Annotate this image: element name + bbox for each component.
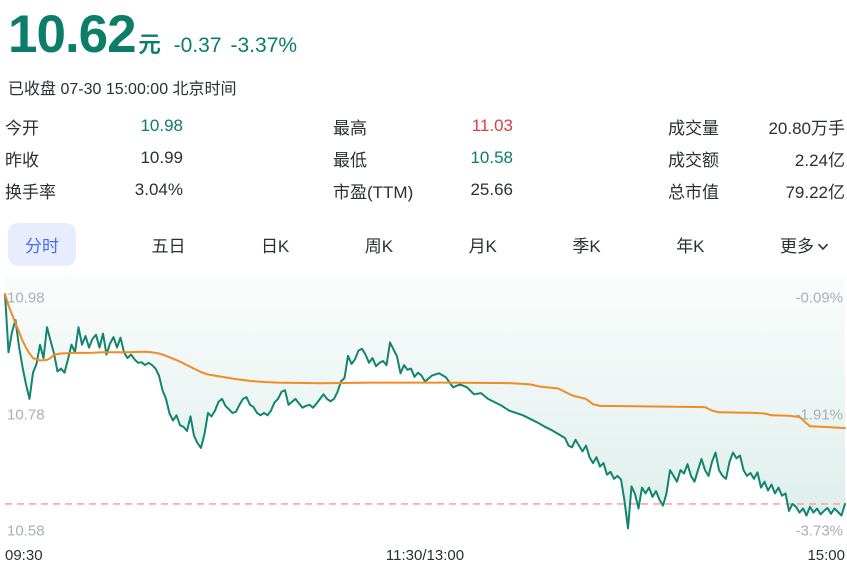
y-axis-percent-label: -1.91% bbox=[795, 406, 843, 424]
stat-row-open: 今开 10.98 bbox=[5, 110, 183, 142]
x-axis-time-label: 15:00 bbox=[807, 547, 845, 564]
stat-value: 10.99 bbox=[140, 148, 183, 167]
x-axis-time-label: 11:30/13:00 bbox=[385, 547, 465, 564]
stat-row-low: 最低 10.58 bbox=[333, 142, 513, 174]
stat-row-amount: 成交额 2.24亿 bbox=[668, 142, 845, 174]
y-axis-price-label: 10.78 bbox=[7, 406, 45, 424]
last-price: 10.62 bbox=[8, 5, 137, 64]
stat-value: 20.80万手 bbox=[768, 118, 845, 138]
stat-label: 最高 bbox=[333, 118, 367, 138]
stat-label: 最低 bbox=[333, 150, 367, 170]
stats-grid: 今开 10.98 昨收 10.99 换手率 3.04% 最高 11.03 最低 … bbox=[0, 110, 847, 206]
tab-five-day[interactable]: 五日 bbox=[151, 236, 186, 256]
avg-price-line bbox=[4, 293, 846, 430]
stat-label: 成交量 bbox=[668, 118, 719, 138]
price-change-percent: -3.37% bbox=[230, 34, 298, 57]
quote-header: 10.62 元 -0.37 -3.37% 已收盘 07-30 15:00:00 … bbox=[8, 8, 297, 99]
price-change: -0.37 bbox=[173, 34, 222, 57]
stat-label: 总市值 bbox=[668, 182, 719, 202]
price-row: 10.62 元 -0.37 -3.37% bbox=[8, 8, 297, 61]
tab-monthly-k[interactable]: 月K bbox=[468, 236, 497, 256]
intraday-chart[interactable]: 10.98 -0.09% 10.78 -1.91% 10.58 -3.73% 09:30 11… bbox=[0, 270, 847, 584]
tab-quarterly-k[interactable]: 季K bbox=[572, 236, 601, 256]
intraday-chart-canvas bbox=[4, 276, 846, 530]
price-area-fill bbox=[5, 276, 845, 529]
stat-value: 25.66 bbox=[470, 180, 513, 199]
stats-column-1: 今开 10.98 昨收 10.99 换手率 3.04% bbox=[5, 110, 183, 206]
y-axis-percent-label: -3.73% bbox=[795, 522, 843, 540]
stat-value: 11.03 bbox=[471, 116, 513, 135]
stats-column-2: 最高 11.03 最低 10.58 市盈(TTM) 25.66 bbox=[333, 110, 513, 206]
stat-row-market-cap: 总市值 79.22亿 bbox=[668, 174, 845, 206]
currency-unit: 元 bbox=[138, 32, 161, 57]
stat-value: 2.24亿 bbox=[794, 150, 845, 170]
y-axis-price-label: 10.58 bbox=[7, 522, 45, 540]
y-axis-price-label: 10.98 bbox=[7, 289, 45, 307]
stat-value: 79.22亿 bbox=[785, 182, 845, 202]
tab-minute[interactable]: 分时 bbox=[8, 222, 76, 266]
stat-label: 市盈(TTM) bbox=[333, 182, 414, 202]
x-axis-time-label: 09:30 bbox=[5, 547, 43, 564]
stat-label: 今开 bbox=[5, 118, 39, 138]
tab-more-label: 更多 bbox=[780, 236, 814, 256]
stat-row-volume: 成交量 20.80万手 bbox=[668, 110, 845, 142]
chevron-down-icon bbox=[817, 236, 829, 256]
tab-weekly-k[interactable]: 周K bbox=[364, 236, 394, 256]
y-axis-percent-label: -0.09% bbox=[795, 289, 843, 307]
chart-period-tabs: 分时 五日 日K 周K 月K 季K 年K 更多 bbox=[0, 222, 847, 266]
market-status: 已收盘 07-30 15:00:00 北京时间 bbox=[8, 81, 237, 98]
stat-label: 昨收 bbox=[5, 150, 39, 170]
stat-row-pe-ttm: 市盈(TTM) 25.66 bbox=[333, 174, 513, 206]
stat-row-prev-close: 昨收 10.99 bbox=[5, 142, 183, 174]
stats-column-3: 成交量 20.80万手 成交额 2.24亿 总市值 79.22亿 bbox=[668, 110, 845, 206]
tab-daily-k[interactable]: 日K bbox=[260, 236, 290, 256]
stat-value: 3.04% bbox=[134, 180, 183, 199]
tab-more[interactable]: 更多 bbox=[780, 232, 829, 257]
price-line bbox=[4, 293, 846, 530]
tab-yearly-k[interactable]: 年K bbox=[676, 236, 705, 256]
stat-value: 10.98 bbox=[140, 116, 183, 135]
stat-value: 10.58 bbox=[470, 148, 513, 167]
stat-label: 成交额 bbox=[668, 150, 719, 170]
stat-row-high: 最高 11.03 bbox=[333, 110, 513, 142]
stat-label: 换手率 bbox=[5, 182, 56, 202]
stat-row-turnover-rate: 换手率 3.04% bbox=[5, 174, 183, 206]
